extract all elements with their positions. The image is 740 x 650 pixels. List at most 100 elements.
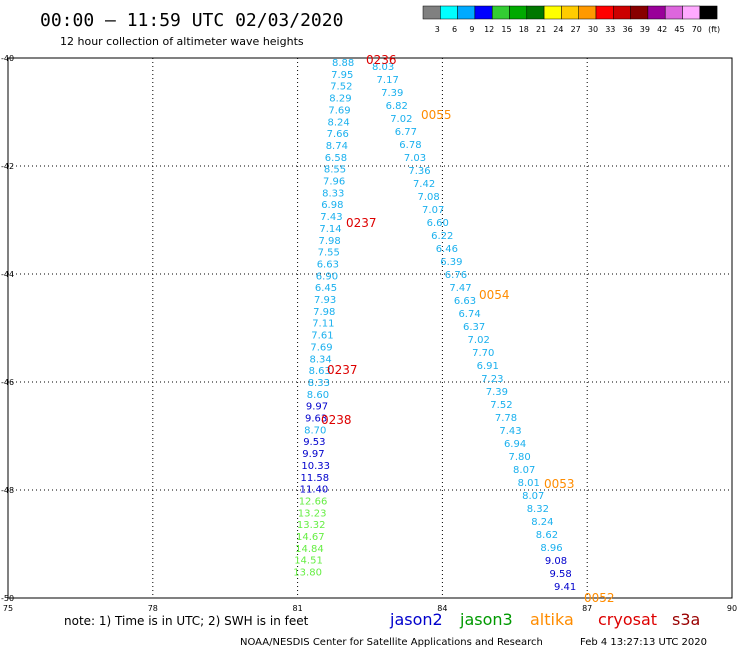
color-scale-label: 39 [640, 25, 650, 34]
wave-height-value: 6.90 [316, 271, 338, 282]
wave-height-value: 6.46 [436, 244, 458, 255]
pass-time-label: 0053 [544, 477, 575, 491]
wave-height-value: 6.37 [463, 322, 485, 333]
color-scale-label: 6 [452, 25, 457, 34]
wave-height-value: 7.43 [320, 212, 342, 223]
wave-height-value: 6.22 [431, 231, 453, 242]
x-tick-label: 78 [148, 604, 158, 613]
wave-height-value: 7.98 [313, 307, 335, 318]
wave-height-value: 14.67 [296, 532, 325, 543]
wave-height-value: 7.96 [323, 177, 345, 188]
color-swatch [561, 5, 579, 20]
wave-height-value: 6.77 [395, 127, 417, 138]
wave-height-value: 7.69 [328, 105, 350, 116]
wave-height-value: 8.33 [308, 378, 330, 389]
wave-height-value: 8.62 [536, 530, 558, 541]
wave-height-value: 13.23 [298, 508, 327, 519]
color-scale-label: 3 [435, 25, 440, 34]
color-scale-label: 45 [674, 25, 684, 34]
color-scale-label: 15 [501, 25, 511, 34]
wave-height-value: 13.80 [293, 568, 322, 579]
color-swatch [699, 5, 718, 20]
chart-title: 00:00 – 11:59 UTC 02/03/2020 [40, 10, 343, 31]
wave-height-value: 8.03 [372, 62, 394, 73]
color-scale-bar: 3 6 9 12 15 18 21 24 27 30 33 36 39 42 45 70 (ft) [422, 5, 720, 34]
y-tick-label: -50 [1, 594, 14, 603]
wave-height-value: 8.96 [540, 543, 562, 554]
wave-height-value: 7.14 [319, 224, 341, 235]
wave-height-value: 7.39 [486, 387, 508, 398]
legend-item-jason2: jason2 [389, 610, 443, 629]
wave-height-value: 7.23 [481, 374, 503, 385]
y-tick-label: -48 [1, 486, 14, 495]
wave-height-value: 8.70 [304, 425, 326, 436]
y-tick-label: -44 [1, 270, 14, 279]
x-tick-label: 87 [582, 604, 592, 613]
wave-height-value: 6.74 [458, 309, 480, 320]
wave-height-value: 6.63 [454, 296, 476, 307]
wave-height-value: 11.40 [300, 485, 329, 496]
wave-height-value: 8.88 [332, 58, 354, 69]
wave-height-value: 6.63 [317, 259, 339, 270]
color-swatch [578, 5, 597, 20]
wave-height-value: 9.97 [306, 402, 328, 413]
color-swatch [630, 5, 649, 20]
wave-height-value: 8.33 [322, 188, 344, 199]
wave-height-value: 6.58 [325, 153, 347, 164]
wave-height-value: 7.11 [312, 319, 334, 330]
color-scale-label: 33 [605, 25, 615, 34]
legend-note: note: 1) Time is in UTC; 2) SWH is in fe… [64, 614, 309, 628]
wave-height-value: 7.47 [449, 283, 471, 294]
wave-height-value: 7.69 [310, 342, 332, 353]
color-swatch [664, 5, 683, 20]
wave-height-value: 9.08 [545, 556, 567, 567]
wave-height-value: 7.08 [418, 192, 440, 203]
wave-height-value: 7.03 [404, 153, 426, 164]
color-scale-label: 24 [553, 25, 563, 34]
wave-height-value: 11.58 [301, 473, 330, 484]
wave-height-value: 8.07 [513, 465, 535, 476]
color-scale-label: 12 [484, 25, 494, 34]
wave-height-value: 6.39 [440, 257, 462, 268]
plot-frame [7, 57, 733, 599]
color-swatch [509, 5, 528, 20]
wave-height-value: 8.60 [307, 390, 329, 401]
wave-height-value: 8.07 [522, 491, 544, 502]
wave-height-value: 6.98 [321, 200, 343, 211]
wave-height-value: 7.02 [468, 335, 490, 346]
color-scale-label: 27 [571, 25, 581, 34]
x-tick-label: 81 [293, 604, 303, 613]
wave-height-value: 7.17 [377, 75, 399, 86]
wave-height-value: 8.55 [324, 165, 346, 176]
pass-time-label: 0054 [479, 288, 510, 302]
wave-height-value: 8.74 [326, 141, 348, 152]
color-scale-label: 42 [657, 25, 667, 34]
wave-height-value: 6.45 [315, 283, 337, 294]
wave-height-value: 7.78 [495, 413, 517, 424]
wave-height-value: 8.32 [527, 504, 549, 515]
wave-height-value: 10.33 [301, 461, 330, 472]
chart-subtitle: 12 hour collection of altimeter wave hei… [60, 35, 304, 48]
color-swatch [595, 5, 614, 20]
color-scale-label: 36 [623, 25, 633, 34]
color-swatch [457, 5, 476, 20]
wave-height-value: 8.24 [531, 517, 553, 528]
legend-item-altika: altika [530, 610, 574, 629]
wave-height-value: 7.39 [381, 88, 403, 99]
wave-height-value: 7.52 [490, 400, 512, 411]
color-swatch [422, 5, 441, 20]
plot-area: 75 78 81 84 87 90-40-42-44-46-48-508.887.957.… [1, 53, 737, 613]
wave-height-value: 6.78 [399, 140, 421, 151]
wave-height-value: 6.76 [445, 270, 467, 281]
wave-height-value: 7.36 [408, 166, 430, 177]
footer-timestamp: Feb 4 13:27:13 UTC 2020 [580, 637, 707, 648]
pass-time-label: 0052 [584, 591, 615, 605]
color-swatch [682, 5, 701, 20]
wave-height-value: 9.41 [554, 582, 576, 593]
wave-height-value: 6.60 [427, 218, 449, 229]
wave-height-value: 8.63 [309, 366, 331, 377]
color-swatch [543, 5, 562, 20]
wave-height-value: 12.66 [299, 496, 328, 507]
color-scale-label: 70 [692, 25, 702, 34]
